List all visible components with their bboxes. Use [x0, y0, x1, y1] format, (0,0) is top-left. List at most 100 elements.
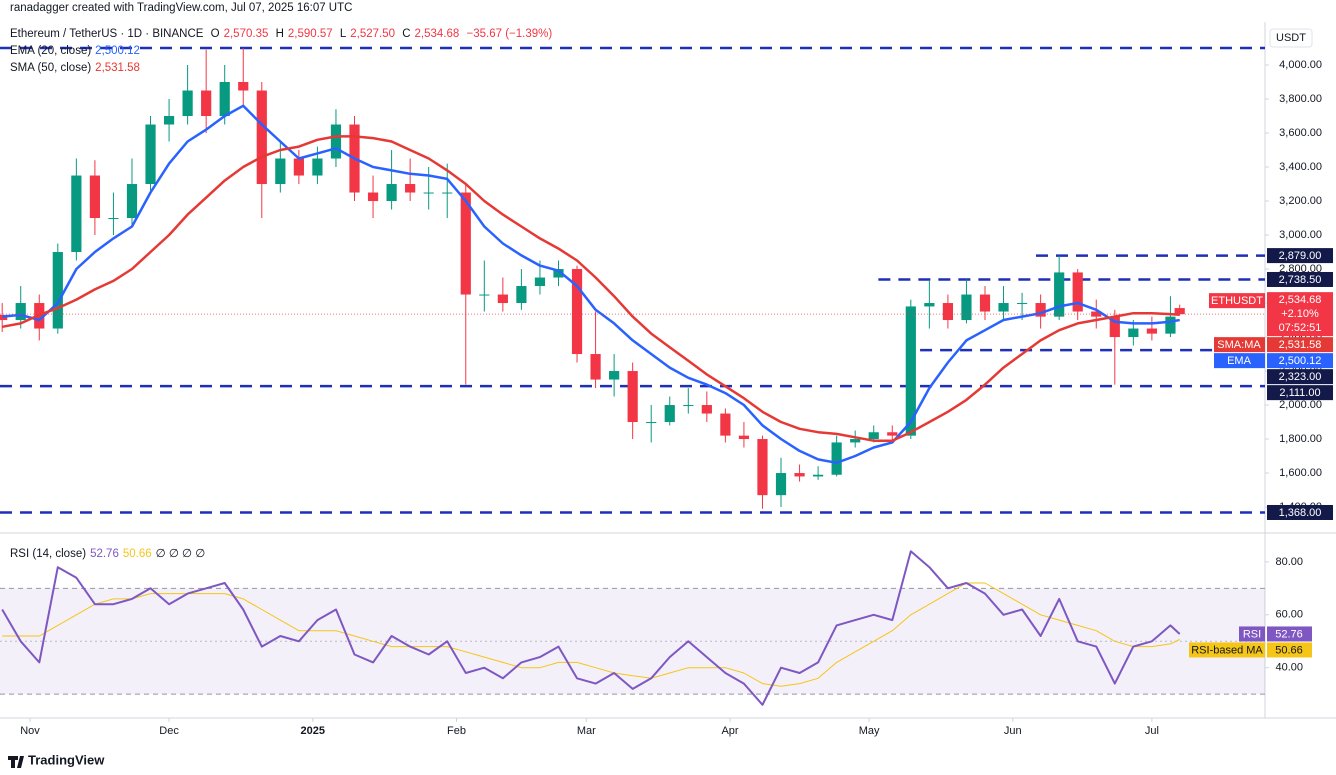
- y-tick-label: 3,000.00: [1279, 229, 1322, 241]
- indicator-tag: [1267, 337, 1333, 353]
- y-tick-label: 3,800.00: [1279, 93, 1322, 105]
- level-tag-label: 2,111.00: [1279, 387, 1320, 399]
- candle-body: [386, 184, 397, 202]
- ema-legend: EMA (20, close) 2,500.12: [10, 45, 144, 57]
- candle-body: [293, 158, 304, 176]
- rsi-tag: [1267, 642, 1312, 658]
- rsi-line: [2, 582, 1180, 687]
- candle-body: [52, 252, 63, 329]
- indicator-extra: ∅ ∅ ∅ ∅: [155, 548, 206, 560]
- candle-body: [720, 413, 731, 436]
- candle-body: [367, 192, 379, 202]
- price-tag-text: +2.10%: [1281, 308, 1319, 320]
- logo: [8, 756, 24, 768]
- candle-body: [1146, 328, 1157, 334]
- candle-body: [961, 294, 972, 321]
- candle-body: [460, 192, 471, 295]
- candle-body: [850, 439, 861, 443]
- sma-legend: SMA (50, close) 2,531.58: [10, 62, 144, 74]
- level-tag: [1267, 504, 1333, 520]
- candle-body: [312, 158, 323, 176]
- candle-body: [942, 303, 954, 321]
- candle-body: [108, 218, 119, 220]
- indicator-value: 52.76: [90, 548, 119, 560]
- candle-body: [201, 90, 212, 117]
- rsi-tag-name-text: RSI-based MA: [1191, 644, 1263, 656]
- level-tag: [1267, 385, 1333, 401]
- indicator-tag-value: 2,531.58: [1279, 339, 1322, 351]
- candle-body: [71, 175, 82, 253]
- candle-body: [1016, 303, 1028, 305]
- symbol-legend: Ethereum / TetherUS · 1D · BINANCE O 2,57…: [10, 28, 556, 40]
- candle-body: [905, 306, 916, 436]
- indicator-value: 50.66: [122, 548, 152, 560]
- rsi-legend: RSI (14, close) 52.76 50.66 ∅ ∅ ∅ ∅: [10, 546, 209, 560]
- candle-body: [219, 82, 230, 117]
- x-tick-label: Mar: [577, 725, 596, 737]
- indicator-value: 2,531.58: [95, 62, 140, 74]
- candle-body: [89, 175, 100, 219]
- candle-body: [497, 294, 508, 304]
- x-tick-label: Jul: [1145, 725, 1159, 737]
- candle-body: [256, 90, 267, 185]
- candle-body: [534, 277, 546, 287]
- indicator-tag: [1267, 353, 1333, 369]
- candle-body: [738, 435, 750, 440]
- rsi-tag-value: 52.76: [1275, 628, 1303, 640]
- indicator-tag-name-text: EMA: [1227, 355, 1252, 367]
- candle-body: [516, 286, 527, 304]
- indicator-tag-name-text: SMA:MA: [1217, 339, 1261, 351]
- ohlc-label: H: [275, 28, 284, 40]
- indicator-tag-name: [1214, 337, 1265, 353]
- candle-body: [1054, 272, 1065, 317]
- candle-body: [646, 422, 657, 424]
- level-tag-label: 2,323.00: [1279, 371, 1322, 383]
- symbol: Ethereum / TetherUS · 1D · BINANCE: [10, 28, 204, 40]
- ohlc-value: 2,590.57: [287, 28, 333, 40]
- candle-body: [590, 354, 601, 380]
- x-tick-label: May: [859, 725, 880, 737]
- candle-body: [627, 371, 638, 423]
- candle-body: [553, 269, 564, 278]
- candle-body: [330, 124, 342, 159]
- rsi-tag-name: [1189, 642, 1265, 658]
- price-tag-name: [1209, 293, 1265, 309]
- y-tick-label: 4,000.00: [1279, 59, 1322, 71]
- candle-body: [609, 371, 620, 380]
- candle-body: [145, 124, 156, 185]
- price-tag-text: 07:52:51: [1279, 322, 1322, 334]
- level-tag: [1267, 369, 1333, 385]
- rsi-tag-name: [1239, 626, 1265, 642]
- candle-body: [794, 473, 805, 477]
- candle-body: [423, 192, 434, 194]
- credit-text: ranadagger created with TradingView.com,…: [10, 2, 353, 14]
- x-tick-label: Dec: [159, 725, 179, 737]
- indicator-value: 2,500.12: [95, 45, 140, 57]
- y-tick-label: 3,400.00: [1279, 161, 1322, 173]
- candle-body: [757, 439, 768, 496]
- candle-body: [238, 82, 249, 91]
- candle-body: [1165, 316, 1176, 334]
- unit-button[interactable]: [1269, 28, 1313, 48]
- candle-body: [868, 432, 879, 440]
- y-tick-label: 80.00: [1275, 556, 1303, 568]
- candle-body: [887, 432, 898, 436]
- candle-body: [979, 294, 991, 312]
- candle-body: [1035, 303, 1046, 317]
- candle-body: [1128, 328, 1139, 338]
- candle-body: [775, 473, 787, 496]
- indicator-name: SMA (50, close): [10, 62, 92, 74]
- candle-body: [1072, 272, 1083, 312]
- rsi-tag: [1267, 626, 1312, 642]
- indicator-line: [2, 104, 1180, 465]
- footer-brand: TradingView: [28, 752, 105, 767]
- axis-unit: USDT: [1276, 32, 1306, 44]
- candle-body: [701, 405, 712, 414]
- candle-body: [924, 303, 935, 307]
- y-tick-label: 2,800.00: [1279, 263, 1322, 275]
- y-tick-label: 3,600.00: [1279, 127, 1322, 139]
- y-tick-label: 3,200.00: [1279, 195, 1322, 207]
- candle-body: [812, 474, 824, 477]
- indicator-line: [1, 135, 1180, 442]
